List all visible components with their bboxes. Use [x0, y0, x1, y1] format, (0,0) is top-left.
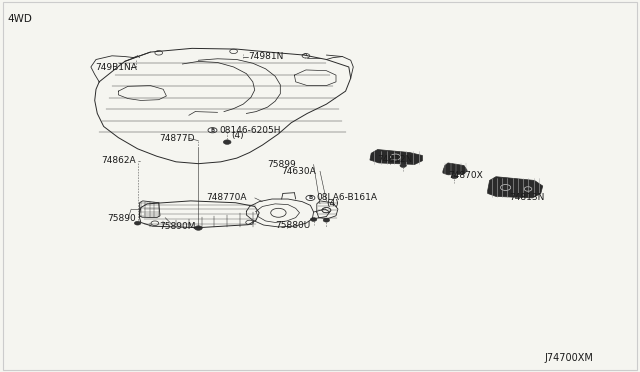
- Circle shape: [208, 128, 217, 133]
- Circle shape: [451, 175, 458, 179]
- Text: 4WD: 4WD: [8, 15, 33, 24]
- Text: 749B1NA: 749B1NA: [95, 63, 136, 72]
- Circle shape: [223, 140, 231, 144]
- Circle shape: [134, 221, 141, 225]
- Text: 74870X: 74870X: [448, 171, 483, 180]
- Circle shape: [323, 218, 330, 222]
- Text: J74700XM: J74700XM: [544, 353, 593, 363]
- Text: 74877D: 74877D: [159, 134, 194, 143]
- Text: 74812N: 74812N: [378, 155, 413, 164]
- Text: 748770A: 748770A: [206, 193, 246, 202]
- Text: 75899: 75899: [268, 160, 296, 169]
- Polygon shape: [443, 163, 467, 175]
- Text: 75890M: 75890M: [159, 222, 195, 231]
- Text: 74981N: 74981N: [248, 52, 284, 61]
- Polygon shape: [370, 150, 422, 164]
- Polygon shape: [488, 177, 543, 198]
- Text: 74813N: 74813N: [509, 193, 544, 202]
- Circle shape: [195, 226, 202, 230]
- Text: (4): (4): [326, 199, 339, 208]
- Text: 74862A: 74862A: [101, 156, 136, 165]
- Text: B: B: [308, 195, 312, 201]
- Circle shape: [310, 218, 317, 221]
- Text: 74630A: 74630A: [282, 167, 316, 176]
- Circle shape: [306, 195, 315, 201]
- Text: 08146-6205H: 08146-6205H: [219, 126, 280, 135]
- Text: 75890: 75890: [108, 214, 136, 223]
- Text: 08LA6-B161A: 08LA6-B161A: [316, 193, 377, 202]
- Text: (4): (4): [232, 131, 244, 140]
- Circle shape: [400, 164, 406, 167]
- Text: B: B: [211, 128, 214, 133]
- Text: 75880U: 75880U: [275, 221, 310, 230]
